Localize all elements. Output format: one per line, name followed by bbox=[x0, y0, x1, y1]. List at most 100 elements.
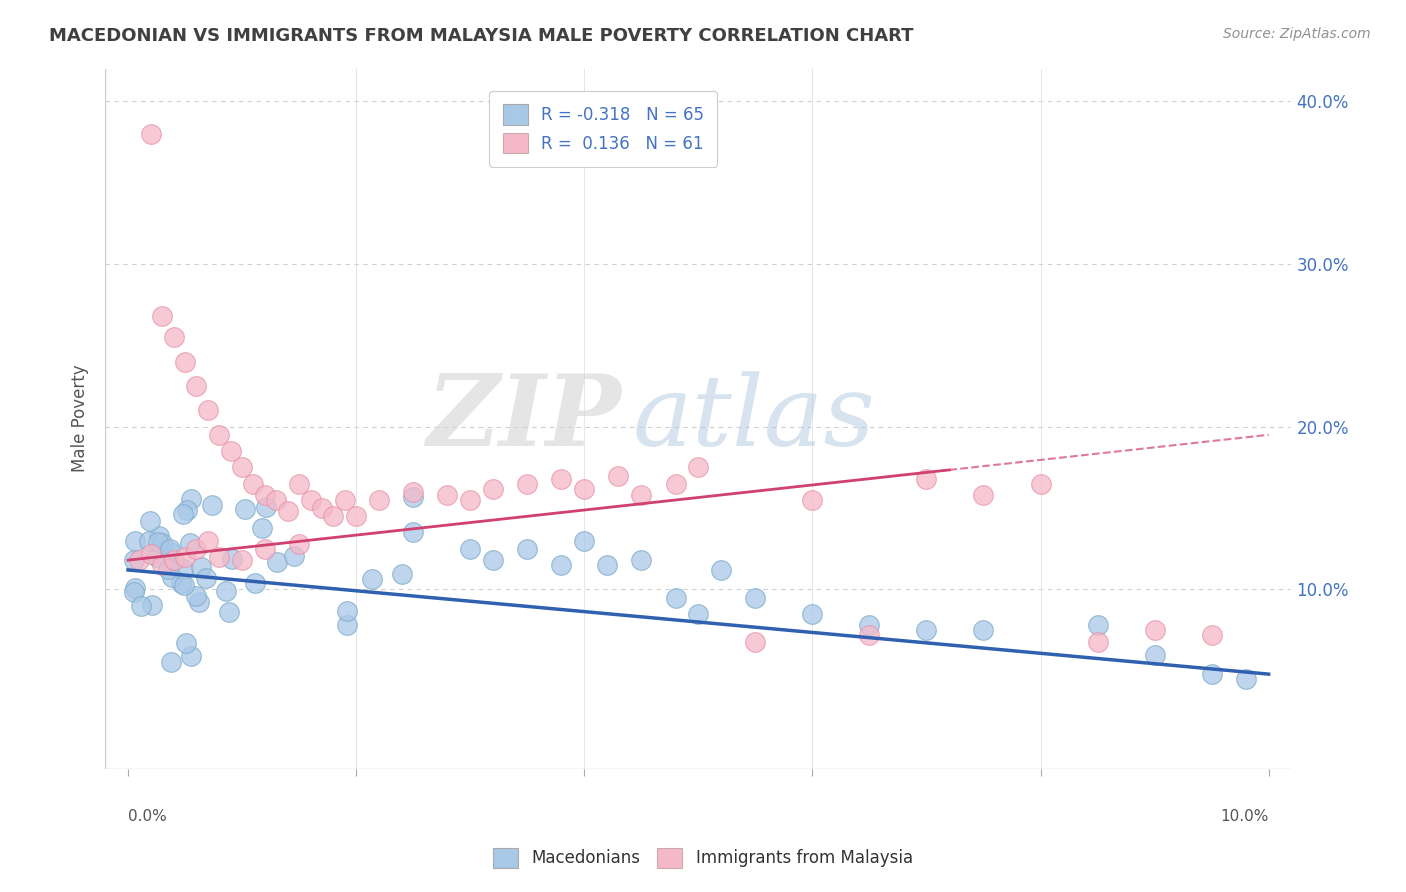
Point bbox=[124, 581, 146, 595]
Point bbox=[1234, 672, 1257, 686]
Point bbox=[311, 501, 333, 516]
Point bbox=[215, 584, 238, 599]
Text: Source: ZipAtlas.com: Source: ZipAtlas.com bbox=[1223, 27, 1371, 41]
Point bbox=[208, 549, 231, 564]
Point bbox=[266, 492, 288, 507]
Point bbox=[218, 606, 240, 620]
Point bbox=[172, 561, 194, 575]
Point bbox=[122, 553, 145, 567]
Point bbox=[336, 617, 359, 632]
Point bbox=[1143, 623, 1166, 637]
Point bbox=[139, 127, 162, 141]
Point bbox=[266, 556, 288, 570]
Point bbox=[250, 521, 273, 535]
Point bbox=[159, 545, 181, 559]
Point bbox=[1087, 618, 1109, 632]
Point bbox=[630, 553, 652, 567]
Point bbox=[915, 623, 938, 637]
Point bbox=[180, 491, 202, 506]
Point bbox=[128, 553, 150, 567]
Point bbox=[1029, 476, 1052, 491]
Point bbox=[163, 553, 186, 567]
Point bbox=[630, 488, 652, 502]
Point bbox=[664, 591, 686, 605]
Point bbox=[122, 585, 145, 599]
Point bbox=[336, 605, 359, 619]
Point bbox=[159, 541, 181, 556]
Point bbox=[179, 535, 201, 549]
Point bbox=[972, 488, 994, 502]
Point bbox=[129, 599, 152, 614]
Point bbox=[174, 354, 197, 368]
Point bbox=[197, 403, 219, 417]
Text: 0.0%: 0.0% bbox=[128, 809, 167, 824]
Point bbox=[1143, 648, 1166, 662]
Point bbox=[744, 591, 766, 605]
Point bbox=[152, 536, 174, 550]
Point bbox=[231, 553, 253, 567]
Point bbox=[436, 488, 458, 502]
Point bbox=[801, 492, 824, 507]
Point bbox=[186, 541, 208, 556]
Point bbox=[174, 636, 197, 650]
Point bbox=[242, 476, 264, 491]
Point bbox=[186, 379, 208, 393]
Point bbox=[402, 490, 425, 504]
Point bbox=[170, 576, 193, 591]
Point bbox=[1201, 667, 1223, 681]
Point bbox=[139, 547, 162, 561]
Point bbox=[688, 460, 710, 475]
Point bbox=[574, 482, 596, 496]
Point bbox=[172, 507, 194, 521]
Point bbox=[283, 549, 305, 563]
Point bbox=[145, 550, 167, 565]
Point bbox=[180, 649, 202, 664]
Text: 10.0%: 10.0% bbox=[1220, 809, 1268, 824]
Point bbox=[138, 533, 160, 548]
Point bbox=[391, 567, 413, 582]
Point bbox=[160, 570, 183, 584]
Point bbox=[141, 599, 163, 613]
Point bbox=[801, 607, 824, 621]
Point bbox=[402, 484, 425, 499]
Point bbox=[607, 468, 630, 483]
Point bbox=[402, 525, 425, 540]
Point bbox=[1087, 634, 1109, 648]
Text: atlas: atlas bbox=[633, 371, 876, 467]
Point bbox=[710, 563, 733, 577]
Point bbox=[482, 482, 505, 496]
Point bbox=[333, 492, 356, 507]
Point bbox=[187, 595, 209, 609]
Text: MACEDONIAN VS IMMIGRANTS FROM MALAYSIA MALE POVERTY CORRELATION CHART: MACEDONIAN VS IMMIGRANTS FROM MALAYSIA M… bbox=[49, 27, 914, 45]
Point bbox=[184, 589, 207, 603]
Point bbox=[744, 634, 766, 648]
Point bbox=[688, 607, 710, 621]
Point bbox=[254, 500, 277, 515]
Point bbox=[150, 558, 173, 572]
Point bbox=[233, 501, 256, 516]
Legend: Macedonians, Immigrants from Malaysia: Macedonians, Immigrants from Malaysia bbox=[486, 841, 920, 875]
Point bbox=[253, 541, 276, 556]
Point bbox=[596, 558, 619, 572]
Point bbox=[361, 572, 384, 586]
Point bbox=[288, 476, 311, 491]
Point bbox=[208, 427, 231, 442]
Point bbox=[458, 541, 481, 556]
Point bbox=[458, 492, 481, 507]
Text: ZIP: ZIP bbox=[426, 370, 621, 467]
Legend: R = -0.318   N = 65, R =  0.136   N = 61: R = -0.318 N = 65, R = 0.136 N = 61 bbox=[489, 91, 717, 167]
Point bbox=[148, 529, 170, 543]
Point bbox=[174, 549, 197, 564]
Y-axis label: Male Poverty: Male Poverty bbox=[72, 365, 89, 473]
Point bbox=[197, 533, 219, 548]
Point bbox=[163, 330, 186, 344]
Point bbox=[201, 498, 224, 512]
Point bbox=[344, 509, 367, 524]
Point bbox=[219, 444, 242, 458]
Point bbox=[972, 623, 994, 637]
Point bbox=[159, 655, 181, 669]
Point bbox=[858, 618, 880, 632]
Point bbox=[516, 476, 538, 491]
Point bbox=[1201, 628, 1223, 642]
Point bbox=[173, 577, 195, 591]
